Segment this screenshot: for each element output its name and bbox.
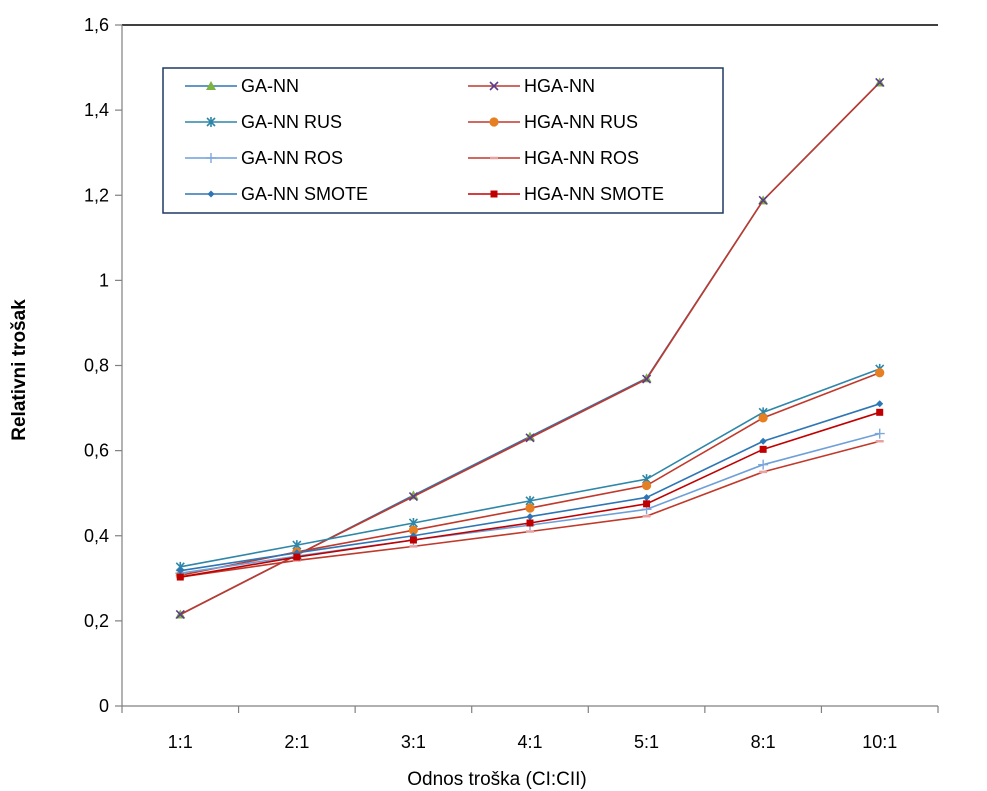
y-tick-label: 1 — [99, 270, 109, 290]
series-hga-nn-smote — [176, 408, 884, 581]
series-line — [180, 403, 880, 572]
y-tick-label: 0,2 — [84, 611, 109, 631]
data-point — [176, 567, 184, 575]
legend-item: HGA-NN SMOTE — [468, 184, 664, 204]
legend-marker — [206, 117, 216, 127]
x-tick-label: 10:1 — [862, 732, 897, 752]
data-point — [758, 195, 768, 205]
data-point — [874, 428, 885, 439]
series-ga-nn-smote — [176, 400, 884, 575]
legend-item: HGA-NN ROS — [468, 148, 639, 168]
y-axis-title: Relativni trošak — [9, 299, 30, 441]
data-point — [641, 480, 652, 491]
y-tick-label: 0 — [99, 696, 109, 716]
data-point — [642, 374, 652, 384]
data-point — [175, 609, 185, 620]
series-line — [180, 371, 881, 577]
data-point — [293, 553, 301, 561]
y-tick-label: 0,4 — [84, 526, 109, 546]
legend-marker — [490, 190, 498, 198]
legend-marker — [489, 117, 499, 127]
y-tick-label: 0,6 — [84, 441, 109, 461]
x-tick-label: 3:1 — [401, 732, 426, 752]
legend-item: HGA-NN — [468, 76, 595, 96]
data-point — [759, 445, 767, 453]
data-point — [409, 536, 417, 544]
x-tick-label: 1:1 — [168, 732, 193, 752]
legend-label: HGA-NN RUS — [524, 112, 638, 132]
legend-label: HGA-NN ROS — [524, 148, 639, 168]
legend-label: HGA-NN — [524, 76, 595, 96]
x-tick-label: 5:1 — [634, 732, 659, 752]
data-point — [408, 492, 418, 502]
legend-item: HGA-NN RUS — [468, 112, 638, 132]
data-point — [876, 408, 884, 416]
data-point — [758, 459, 769, 470]
legend-item: GA-NN RUS — [185, 112, 342, 132]
legend-item: GA-NN — [185, 76, 299, 96]
data-point — [643, 500, 651, 508]
series-line — [180, 368, 880, 568]
legend-marker — [206, 81, 216, 90]
legend-marker — [489, 81, 499, 91]
data-point — [758, 413, 768, 423]
x-axis-title: Odnos troška (CI:CII) — [407, 769, 587, 790]
legend-label: GA-NN — [241, 76, 299, 96]
x-tick-label: 2:1 — [284, 732, 309, 752]
legend-marker — [207, 190, 215, 198]
data-point — [408, 525, 419, 535]
legend-label: HGA-NN SMOTE — [524, 184, 664, 204]
data-point — [875, 77, 885, 88]
data-point — [176, 573, 184, 581]
data-point — [759, 437, 767, 445]
data-point — [525, 503, 535, 513]
data-point — [526, 519, 534, 527]
legend-label: GA-NN RUS — [241, 112, 342, 132]
series-layer — [175, 77, 885, 620]
legend-label: GA-NN SMOTE — [241, 184, 368, 204]
data-point — [875, 368, 885, 378]
y-tick-label: 1,4 — [84, 100, 109, 120]
axes: 0 0,2 0,4 0,6 0,8 1 1,2 1,4 1,6 1:1 2:1 3:1 4:1 5:1 8:… — [84, 15, 939, 752]
x-tick-label: 4:1 — [517, 732, 542, 752]
y-tick-label: 0,8 — [84, 356, 109, 376]
data-point — [525, 433, 535, 443]
legend-label: GA-NN ROS — [241, 148, 343, 168]
y-tick-label: 1,6 — [84, 15, 109, 35]
data-point — [876, 400, 884, 408]
legend-box — [162, 67, 724, 214]
legend: GA-NN HGA-NN GA-NN RUS HGA-NN RUS GA-NN ROS H… — [162, 67, 724, 214]
legend-marker — [206, 153, 216, 163]
x-tick-label: 8:1 — [751, 732, 776, 752]
legend-item: GA-NN SMOTE — [185, 184, 368, 204]
y-tick-label: 1,2 — [84, 185, 109, 205]
data-point — [643, 493, 651, 501]
data-point — [526, 513, 534, 521]
legend-item: GA-NN ROS — [185, 148, 343, 168]
